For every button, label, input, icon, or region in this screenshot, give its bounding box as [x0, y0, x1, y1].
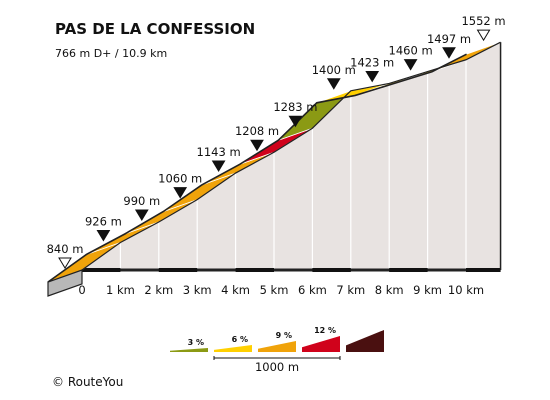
elevation-marker-open	[476, 29, 491, 42]
gradient-legend: 3 % 6 % 9 % 12 % 1000 m	[170, 326, 384, 374]
scale-bar-label: 1000 m	[255, 360, 299, 374]
x-axis: 0 1 km 2 km 3 km 4 km 5 km 6 km 7 km 8 km 9 km 10 …	[78, 283, 484, 297]
legend-label: 9 %	[276, 331, 292, 340]
legend-swatch	[214, 345, 252, 352]
elevation-label: 1552 m	[461, 14, 505, 28]
x-tick-label: 3 km	[183, 283, 212, 297]
elevation-label: 1060 m	[158, 172, 202, 186]
copyright-text: © RouteYou	[52, 375, 123, 389]
elevation-marker	[288, 115, 303, 128]
elevation-marker	[96, 229, 111, 242]
x-tick-label: 6 km	[298, 283, 327, 297]
elevation-label: 1283 m	[273, 100, 317, 114]
legend-swatch	[170, 348, 208, 352]
x-tick-label: 4 km	[221, 283, 250, 297]
x-tick-label: 2 km	[144, 283, 173, 297]
elevation-label: 1400 m	[312, 63, 356, 77]
x-tick-label: 9 km	[413, 283, 442, 297]
elevation-label: 840 m	[47, 242, 84, 256]
elevation-marker	[403, 59, 418, 71]
profile-front-edge	[47, 53, 467, 283]
x-tick-label: 10 km	[448, 283, 484, 297]
x-tick-label: 0	[78, 283, 85, 297]
legend-label: 6 %	[232, 335, 248, 344]
legend-swatch	[258, 341, 296, 352]
elevation-label: 990 m	[123, 194, 160, 208]
profile-body	[47, 41, 502, 297]
profile-side-wall	[82, 42, 501, 270]
elevation-marker	[134, 209, 149, 221]
elevation-label: 1497 m	[427, 32, 471, 46]
elevation-marker	[250, 139, 264, 152]
x-tick-label: 7 km	[336, 283, 365, 297]
elevation-marker	[173, 187, 188, 199]
elevation-marker	[442, 47, 456, 59]
elevation-label: 1423 m	[350, 55, 394, 69]
profile-back-edge	[81, 41, 501, 271]
elevation-marker-open	[58, 257, 72, 269]
elevation-marker	[365, 70, 380, 83]
elevation-label: 1143 m	[197, 145, 241, 159]
legend-label: 3 %	[188, 338, 204, 347]
x-tick-label: 5 km	[260, 283, 289, 297]
chart-title: PAS DE LA CONFESSION	[55, 20, 255, 38]
legend-swatch	[302, 336, 340, 352]
elevation-marker	[211, 160, 226, 173]
elevation-label: 1460 m	[389, 44, 433, 58]
legend-swatch	[346, 330, 384, 352]
chart-subtitle: 766 m D+ / 10.9 km	[55, 47, 167, 60]
profile-start-cap	[47, 269, 83, 297]
x-tick-label: 1 km	[106, 283, 135, 297]
elevation-marker	[326, 78, 341, 90]
x-tick-label: 8 km	[375, 283, 404, 297]
elevation-label: 1208 m	[235, 124, 279, 138]
legend-label: 12 %	[314, 326, 336, 335]
elevation-label: 926 m	[85, 214, 122, 228]
